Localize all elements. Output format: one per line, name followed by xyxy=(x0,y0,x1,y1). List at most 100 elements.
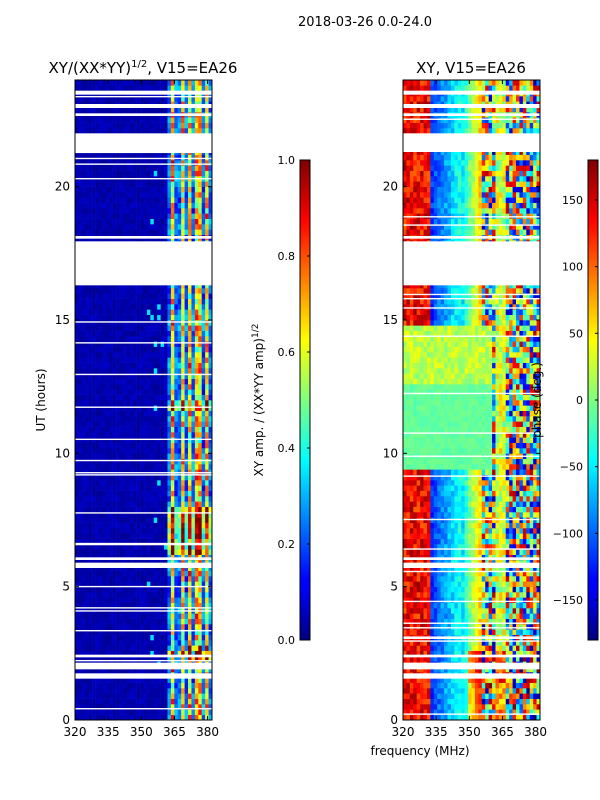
heatmap-cell xyxy=(105,384,110,390)
heatmap-cell xyxy=(198,576,203,582)
data-gap xyxy=(75,236,212,239)
heatmap-cell xyxy=(112,96,117,102)
heatmap-cell xyxy=(150,576,155,582)
heatmap-cell xyxy=(177,336,182,342)
heatmap-cell xyxy=(177,576,182,582)
heatmap-cell xyxy=(136,432,141,438)
heatmap-cell xyxy=(454,714,459,720)
heatmap-cell xyxy=(184,485,189,491)
heatmap-cell xyxy=(85,666,89,673)
heatmap-cell xyxy=(122,490,127,497)
heatmap-cell xyxy=(167,400,172,406)
heatmap-cell xyxy=(167,666,172,673)
heatmap-cell xyxy=(140,165,144,171)
heatmap-cell xyxy=(129,128,134,134)
heatmap-cell xyxy=(102,528,107,534)
heatmap-cell xyxy=(88,288,93,294)
heatmap-cell xyxy=(201,602,206,609)
heatmap-cell xyxy=(129,85,134,91)
heatmap-cell xyxy=(98,570,103,577)
heatmap-cell xyxy=(146,474,151,481)
heatmap-cell xyxy=(133,357,137,363)
heatmap-cell xyxy=(119,688,124,694)
heatmap-cell xyxy=(164,186,168,193)
heatmap-cell xyxy=(81,208,86,214)
heatmap-cell xyxy=(88,698,93,705)
heatmap-cell xyxy=(208,517,212,523)
amplitude-ylabel: UT (hours) xyxy=(34,368,48,431)
heatmap-cell xyxy=(78,378,83,385)
heatmap-cell xyxy=(126,320,131,326)
heatmap-cell xyxy=(116,362,120,369)
heatmap-cell xyxy=(177,682,182,689)
heatmap-cell xyxy=(181,106,185,113)
heatmap-cell xyxy=(160,421,165,427)
heatmap-cell xyxy=(122,576,127,582)
heatmap-cell xyxy=(194,490,199,497)
heatmap-cell xyxy=(153,533,158,539)
heatmap-cell xyxy=(160,677,165,683)
heatmap-cell xyxy=(454,704,459,710)
heatmap-cell xyxy=(533,714,537,720)
heatmap-cell xyxy=(146,224,151,230)
heatmap-cell xyxy=(81,410,86,417)
heatmap-cell xyxy=(198,394,203,401)
heatmap-cell xyxy=(174,597,179,603)
heatmap-cell xyxy=(143,192,148,198)
heatmap-cell xyxy=(208,282,212,289)
heatmap-cell xyxy=(160,192,165,198)
heatmap-cell xyxy=(136,485,141,491)
heatmap-cell xyxy=(164,400,168,406)
heatmap-cell xyxy=(194,426,199,433)
heatmap-cell xyxy=(129,704,134,710)
heatmap-cell xyxy=(143,698,148,705)
heatmap-cell xyxy=(143,602,148,609)
heatmap-cell xyxy=(188,458,192,465)
heatmap-cell xyxy=(160,416,165,422)
heatmap-cell xyxy=(208,352,212,358)
heatmap-cell xyxy=(109,165,113,171)
heatmap-cell xyxy=(88,368,93,374)
heatmap-cell xyxy=(201,336,206,342)
heatmap-cell xyxy=(191,282,196,289)
heatmap-cell xyxy=(102,570,107,577)
heatmap-cell xyxy=(112,373,117,379)
heatmap-cell xyxy=(133,394,137,401)
heatmap-cell xyxy=(78,533,83,539)
heatmap-cell xyxy=(188,666,192,673)
heatmap-cell xyxy=(160,394,165,401)
heatmap-cell xyxy=(81,117,86,123)
data-gap-line xyxy=(75,373,212,376)
heatmap-cell xyxy=(140,400,144,406)
heatmap-cell xyxy=(133,170,137,177)
heatmap-cell xyxy=(88,506,93,513)
heatmap-cell xyxy=(109,448,113,454)
heatmap-cell xyxy=(146,485,151,491)
heatmap-cell xyxy=(191,325,196,331)
heatmap-cell xyxy=(112,570,117,577)
heatmap-cell xyxy=(146,80,151,86)
heatmap-cell xyxy=(140,80,144,86)
heatmap-cell xyxy=(119,405,124,411)
heatmap-cell xyxy=(174,165,179,171)
heatmap-cell xyxy=(109,634,113,641)
heatmap-cell xyxy=(133,186,137,193)
heatmap-cell xyxy=(153,368,158,374)
heatmap-cell xyxy=(92,528,96,534)
heatmap-cell xyxy=(198,586,203,593)
heatmap-cell xyxy=(119,208,124,214)
heatmap-cell xyxy=(146,682,151,689)
heatmap-cell xyxy=(194,341,199,347)
heatmap-cell xyxy=(201,122,206,129)
heatmap-cell xyxy=(198,357,203,363)
heatmap-cell xyxy=(146,389,151,395)
heatmap-cell xyxy=(92,693,96,699)
heatmap-cell xyxy=(188,624,192,630)
heatmap-cell xyxy=(174,586,179,593)
heatmap-cell xyxy=(129,122,134,129)
heatmap-cell xyxy=(143,336,148,342)
heatmap-cell xyxy=(119,474,124,481)
heatmap-cell xyxy=(88,693,93,699)
heatmap-cell xyxy=(140,224,144,230)
heatmap-cell xyxy=(194,213,199,219)
